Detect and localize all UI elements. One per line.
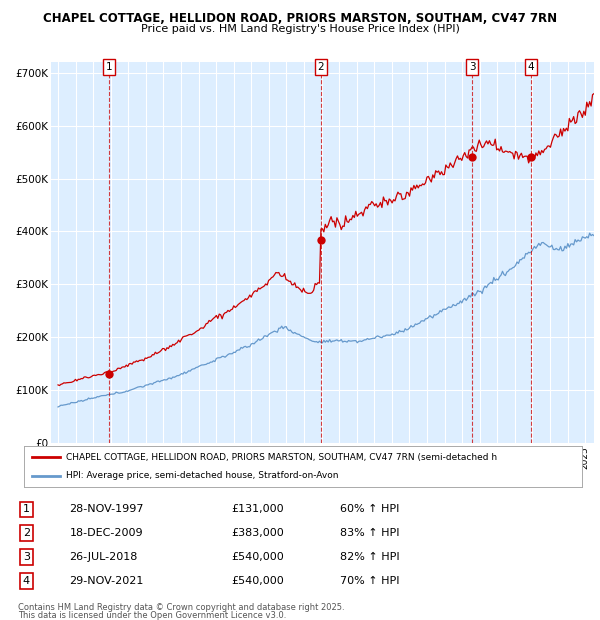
- Text: 18-DEC-2009: 18-DEC-2009: [70, 528, 143, 538]
- Text: 29-NOV-2021: 29-NOV-2021: [70, 576, 144, 586]
- Text: 60% ↑ HPI: 60% ↑ HPI: [340, 504, 400, 515]
- Text: Price paid vs. HM Land Registry's House Price Index (HPI): Price paid vs. HM Land Registry's House …: [140, 24, 460, 33]
- Text: 4: 4: [23, 576, 30, 586]
- Text: CHAPEL COTTAGE, HELLIDON ROAD, PRIORS MARSTON, SOUTHAM, CV47 7RN (semi-detached : CHAPEL COTTAGE, HELLIDON ROAD, PRIORS MA…: [66, 453, 497, 462]
- Text: 83% ↑ HPI: 83% ↑ HPI: [340, 528, 400, 538]
- Text: 3: 3: [469, 62, 475, 72]
- Text: This data is licensed under the Open Government Licence v3.0.: This data is licensed under the Open Gov…: [18, 611, 286, 620]
- Text: 26-JUL-2018: 26-JUL-2018: [70, 552, 138, 562]
- Text: £131,000: £131,000: [231, 504, 284, 515]
- Text: HPI: Average price, semi-detached house, Stratford-on-Avon: HPI: Average price, semi-detached house,…: [66, 471, 338, 480]
- Text: 4: 4: [527, 62, 534, 72]
- Text: Contains HM Land Registry data © Crown copyright and database right 2025.: Contains HM Land Registry data © Crown c…: [18, 603, 344, 612]
- Text: 2: 2: [23, 528, 30, 538]
- Text: CHAPEL COTTAGE, HELLIDON ROAD, PRIORS MARSTON, SOUTHAM, CV47 7RN: CHAPEL COTTAGE, HELLIDON ROAD, PRIORS MA…: [43, 12, 557, 25]
- Text: 2: 2: [317, 62, 324, 72]
- Text: 1: 1: [23, 504, 30, 515]
- Text: 70% ↑ HPI: 70% ↑ HPI: [340, 576, 400, 586]
- Text: 28-NOV-1997: 28-NOV-1997: [70, 504, 144, 515]
- Text: £383,000: £383,000: [231, 528, 284, 538]
- Text: £540,000: £540,000: [231, 552, 284, 562]
- Text: 82% ↑ HPI: 82% ↑ HPI: [340, 552, 400, 562]
- Text: £540,000: £540,000: [231, 576, 284, 586]
- Text: 3: 3: [23, 552, 30, 562]
- Text: 1: 1: [106, 62, 112, 72]
